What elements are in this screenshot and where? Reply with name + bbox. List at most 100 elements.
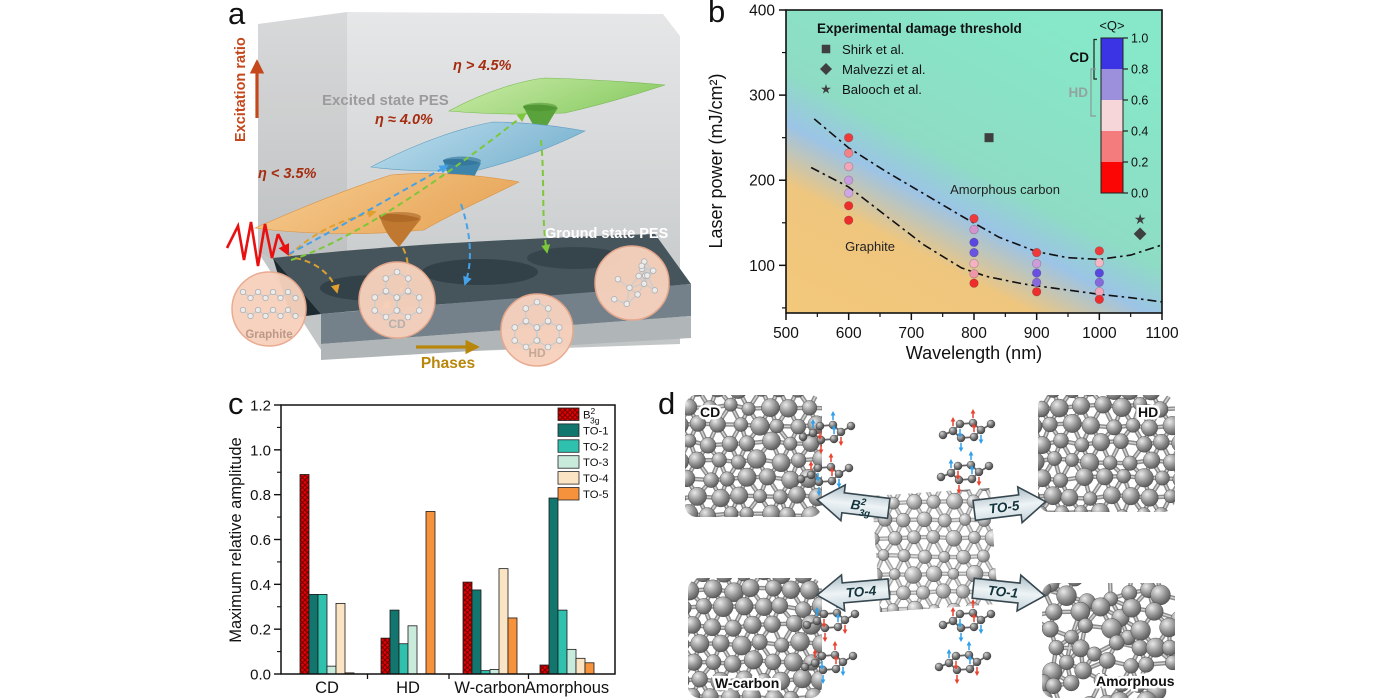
orange-excitation-path	[288, 209, 377, 257]
legend-item-label: TO-2	[583, 441, 609, 453]
to5-arrow-label: TO-5	[988, 498, 1021, 517]
y-tick-label: 300	[749, 88, 775, 105]
phonon-mode-molecule	[938, 409, 996, 452]
bar	[398, 643, 409, 675]
laser-pulse	[225, 221, 280, 267]
q-data-point	[844, 133, 854, 143]
q-data-point	[844, 162, 854, 172]
colorbar-frame	[1100, 37, 1124, 194]
diamond-marker	[819, 62, 833, 76]
atom-cluster	[688, 578, 822, 698]
category-label: HD	[396, 679, 420, 697]
colorbar-tick-label: 0.4	[1131, 125, 1148, 139]
plot-frame	[785, 9, 1163, 314]
bar	[557, 609, 568, 675]
amorphous-structure-label: Amorphous	[1096, 673, 1175, 689]
panel-d-letter: d	[658, 386, 676, 421]
excited-pes-label: Excited state PES	[322, 92, 449, 109]
q-data-point	[1032, 259, 1042, 269]
q-data-point	[1094, 268, 1104, 278]
q-data-point	[1032, 268, 1042, 278]
atom-cluster	[1042, 583, 1175, 698]
plot-frame	[280, 404, 616, 675]
phase-circle-structures	[239, 258, 659, 351]
panel-c-chart: 0.0 0.2 0.4 0.6 0.8 1.0 1.2 CD HD W-carbon Amorpho…	[227, 398, 616, 698]
bar	[584, 662, 595, 675]
to1-mode-arrow: TO-1	[971, 573, 1047, 613]
bar	[308, 594, 319, 675]
hd-structure-label: HD	[1138, 404, 1158, 420]
colorbar-segment	[1101, 38, 1123, 69]
hex-net	[511, 298, 563, 351]
legend-item-label: Balooch et al.	[842, 82, 922, 97]
q-data-point	[969, 237, 979, 247]
x-tick-label: 500	[773, 325, 799, 342]
star-marker: ★	[1134, 211, 1147, 227]
amorphous-region-label: Amorphous carbon	[950, 182, 1060, 197]
orange-pes-funnel	[379, 214, 421, 247]
bar	[471, 589, 482, 675]
bar-chart-dynamic-content: 0.0 0.2 0.4 0.6 0.8 1.0 1.2 CD HD W-carbon Amorpho…	[250, 398, 609, 698]
category-label: Amorphous	[525, 679, 609, 697]
bar	[539, 664, 550, 675]
y-tick-label: 0.0	[250, 667, 271, 684]
b-y-axis-title: Laser power (mJ/cm²)	[706, 73, 726, 248]
x-tick-label: 800	[961, 325, 987, 342]
colorbar-cd-label: CD	[1070, 50, 1090, 65]
square-marker	[821, 44, 831, 54]
green-pes-funnel	[523, 104, 558, 138]
q-data-point	[1032, 247, 1042, 258]
green-excitation-path	[290, 112, 527, 261]
bar	[507, 617, 518, 675]
legend-item-label: TO-3	[583, 457, 609, 469]
to4-arrow-label: TO-4	[845, 583, 877, 601]
bar	[575, 657, 586, 675]
graphite-region-label: Graphite	[845, 239, 895, 254]
q-data-point	[1094, 258, 1104, 268]
y-tick-label: 0.2	[250, 622, 271, 639]
x-tick-label: 600	[836, 325, 862, 342]
q-data-point	[969, 213, 979, 224]
bar	[389, 609, 400, 675]
q-data-point	[969, 278, 979, 288]
phonon-mode-molecule	[938, 599, 996, 642]
to1-arrow-label: TO-1	[987, 583, 1019, 601]
hd-circle-label: HD	[528, 346, 546, 360]
q-data-point	[969, 224, 979, 235]
bar	[326, 665, 337, 675]
phonon-mode-molecule	[936, 451, 994, 494]
upper-phase-boundary	[813, 118, 1163, 261]
lower-phase-boundary	[810, 166, 1163, 303]
q-data-point	[844, 188, 854, 198]
bar	[299, 474, 310, 675]
b3g-arrow-label: B23g	[849, 496, 872, 520]
q-data-point	[1094, 277, 1104, 287]
legend-item-label: TO-4	[583, 473, 609, 485]
ground-pes-label: Ground state PES	[545, 226, 669, 242]
bar	[425, 511, 436, 675]
colorbar-tick-label: 0.0	[1131, 187, 1148, 201]
green-funnel-rim	[523, 102, 557, 112]
colorbar-tick-label: 0.8	[1131, 63, 1148, 77]
laser-arrow	[276, 233, 290, 257]
panel-a-letter: a	[228, 0, 246, 31]
colorbar-title: <Q>	[1099, 18, 1124, 33]
q-data-point	[844, 148, 854, 158]
hd-range-bracket	[1090, 68, 1096, 117]
q-data-point	[844, 201, 854, 211]
pes-well	[527, 247, 623, 269]
phonon-mode-molecule	[934, 641, 992, 684]
q-data-point	[1094, 294, 1104, 304]
graphite-circle-label: Graphite	[245, 329, 292, 341]
x-tick-label: 1000	[1082, 325, 1117, 342]
cd-circle-label: CD	[388, 317, 406, 331]
q-data-point	[969, 269, 979, 279]
panel-b-chart: 500 600 700 800 900 1000 1100 100 200 300 400 ★ Shir…	[706, 3, 1179, 364]
orange-return-path	[294, 257, 340, 294]
bar	[335, 602, 346, 675]
legend-item-label: Shirk et al.	[842, 42, 904, 57]
q-data-point	[844, 175, 854, 185]
scatter-dynamic-content: 500 600 700 800 900 1000 1100 100 200 300 400 ★ Shir…	[749, 3, 1179, 343]
orange-funnel-rim	[379, 212, 421, 222]
